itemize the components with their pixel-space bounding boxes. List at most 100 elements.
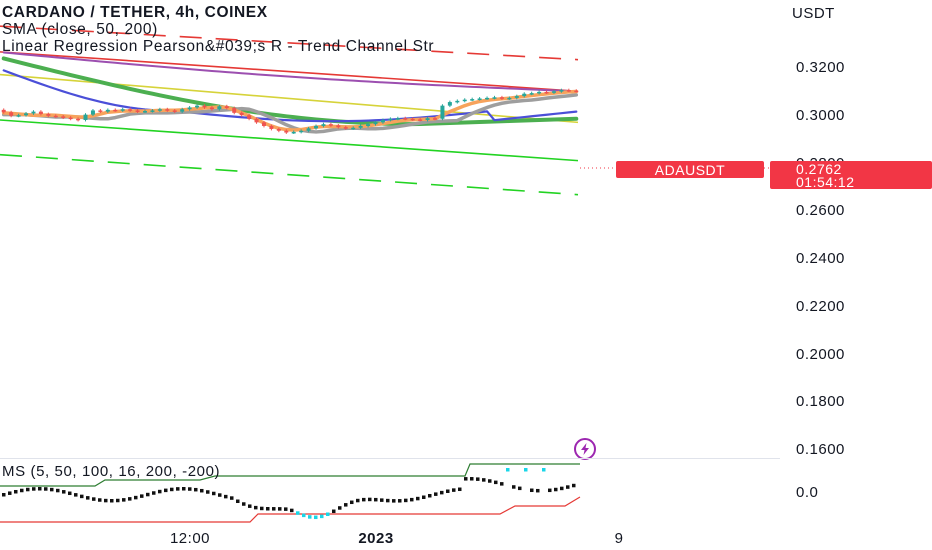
candle (388, 117, 393, 122)
candle-body (217, 106, 222, 110)
ms-dot (8, 491, 12, 495)
candle-body (202, 105, 207, 108)
candle-body (410, 118, 415, 121)
candle-body (314, 125, 319, 129)
candle (195, 104, 200, 109)
ms-dot (212, 491, 216, 496)
candle-body (269, 125, 274, 129)
candle-body (31, 111, 36, 114)
ms-dot (566, 485, 570, 489)
candle-body (418, 119, 423, 121)
candle (358, 124, 363, 130)
candle (232, 106, 237, 115)
ms-dot (194, 487, 198, 492)
ms-indicator-legend[interactable]: MS (5, 50, 100, 16, 200, -200) (2, 463, 221, 480)
ms-dot (320, 514, 324, 519)
candle (120, 107, 125, 112)
candle (321, 122, 326, 128)
candle-body (403, 118, 408, 120)
candle-body (433, 118, 437, 120)
ms-dot (26, 487, 30, 492)
ms-dot (572, 483, 576, 488)
candle-body (284, 130, 289, 133)
time-axis[interactable]: 12:00 2023 9 (170, 530, 623, 547)
candle (261, 120, 266, 128)
ms-dot (452, 488, 456, 492)
candle-body (507, 97, 512, 100)
candle (83, 113, 88, 122)
ms-dot (500, 482, 504, 486)
candle (403, 116, 408, 121)
candle (157, 107, 162, 112)
candle (477, 97, 482, 101)
candle (373, 120, 378, 126)
candle (314, 124, 319, 130)
ms-dot (260, 506, 264, 511)
ms-dot (314, 515, 318, 520)
candle-body (425, 118, 430, 120)
ms-dot (290, 508, 294, 513)
ms-dot (146, 492, 150, 497)
candle-body (143, 111, 147, 113)
candle-body (24, 113, 29, 116)
ms-dot (224, 494, 228, 499)
ms-dot (380, 498, 384, 502)
candle-body (195, 105, 200, 108)
ms-dot (56, 488, 60, 493)
ms-dot (278, 507, 282, 511)
ms-dot (338, 506, 342, 510)
symbol-price-tag[interactable]: ADAUSDT 0.2762 01:54:12 (616, 161, 932, 190)
ms-dot (392, 499, 396, 503)
price-tick: 0.3200 (796, 59, 845, 76)
ms-dot (86, 496, 90, 500)
candle (180, 107, 185, 114)
candle (90, 108, 95, 117)
pane-separator[interactable] (0, 458, 780, 459)
candle-body (150, 110, 155, 112)
ms-dot (494, 480, 498, 485)
lightning-bolt-icon[interactable] (574, 438, 596, 460)
candle-body (485, 97, 490, 100)
ms-dot (536, 488, 540, 493)
candle (247, 113, 252, 121)
ms-dot (458, 487, 462, 492)
symbol-title[interactable]: CARDANO / TETHER, 4h, COINEX (2, 4, 268, 21)
candle (269, 124, 274, 131)
candle-body (68, 117, 73, 120)
candle-body (53, 115, 58, 118)
price-axis[interactable]: USDT 0.3200 0.3000 0.2800 0.2600 0.2400 … (792, 5, 845, 501)
price-tick: 0.2600 (796, 202, 845, 219)
ms-dot (386, 498, 390, 503)
regression-indicator-legend[interactable]: Linear Regression Pearson&#039;s R - Tre… (2, 38, 435, 55)
candle (135, 108, 140, 114)
candle-body (299, 130, 304, 133)
candle (462, 98, 467, 103)
candle-body (328, 124, 333, 126)
ms-dot (488, 479, 492, 483)
ms-dot (2, 493, 6, 497)
sma-indicator-legend[interactable]: SMA (close, 50, 200) (2, 21, 158, 38)
indicator-pane (0, 463, 581, 523)
candle-body (90, 110, 95, 115)
regression-lower-line (0, 119, 579, 162)
candle (239, 111, 244, 117)
ms-dot (98, 498, 102, 502)
price-tick: 0.2000 (796, 346, 845, 363)
ms-dot (128, 497, 132, 501)
ms-dot (422, 495, 426, 499)
candle-body (239, 112, 244, 116)
ms-dot (374, 497, 378, 502)
ms-dot (44, 487, 48, 491)
candle (105, 108, 110, 114)
candle-body (38, 111, 43, 115)
candle (492, 95, 497, 100)
ms-dot (116, 498, 120, 503)
candle-body (187, 107, 192, 110)
ms-dot (434, 492, 438, 496)
ms-dot (416, 496, 420, 501)
sma-orange-line (1, 89, 579, 132)
candle (16, 113, 21, 118)
candle (187, 106, 192, 111)
candle-body (336, 125, 341, 128)
